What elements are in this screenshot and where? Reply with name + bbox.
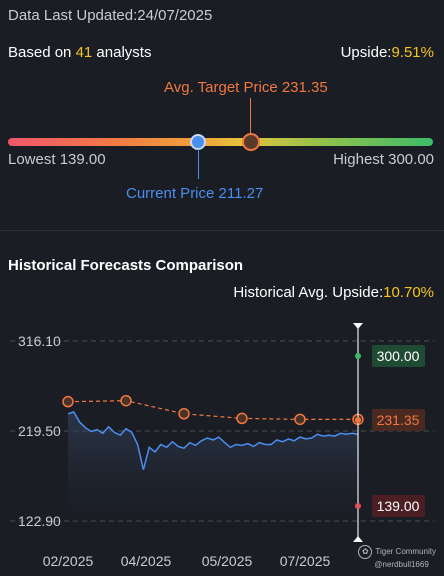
- target-marker-dot: [355, 416, 361, 423]
- y-tick-label: 122.90: [18, 513, 61, 529]
- high-marker-label: 300.00: [377, 348, 420, 364]
- cursor-top-arrow: [353, 323, 363, 329]
- line-layer: [67, 410, 359, 470]
- upside-value: 9.51%: [391, 44, 434, 61]
- watermark-brand: Tiger Community: [375, 547, 436, 557]
- target-point: [178, 408, 190, 420]
- updated-date: 24/07/2025: [137, 7, 213, 24]
- x-tick-label: 02/2025: [43, 553, 94, 569]
- x-tick-label: 07/2025: [280, 553, 331, 569]
- area-layer: [68, 411, 358, 521]
- price-area: [68, 411, 358, 521]
- watermark: ✿ Tiger Community @nerdbull1669: [358, 545, 436, 570]
- based-on-suffix: analysts: [92, 44, 152, 61]
- current-price-marker[interactable]: [190, 134, 206, 150]
- historical-upside-label: Historical Avg. Upside:: [233, 284, 384, 301]
- target-price-marker[interactable]: [242, 133, 260, 151]
- watermark-handle: @nerdbull1669: [374, 560, 429, 569]
- tiger-logo-icon: ✿: [358, 545, 373, 559]
- low-marker-dot: [355, 503, 361, 509]
- y-tick-label: 219.50: [18, 423, 61, 439]
- x-tick-label: 04/2025: [121, 553, 172, 569]
- based-on-prefix: Based on: [8, 44, 76, 61]
- analyst-count-line: Based on 41 analysts: [8, 44, 151, 61]
- target-marker-box: [372, 408, 425, 431]
- target-layer: [62, 394, 364, 426]
- upside-line: Upside:9.51%: [341, 44, 434, 61]
- x-tick-label: 05/2025: [202, 553, 253, 569]
- y-tick-label: 316.10: [18, 333, 61, 349]
- current-pointer-line: [198, 149, 199, 179]
- section-divider: [0, 230, 444, 231]
- axis-layer: 316.10 219.50 122.90 02/2025 04/2025 05/2025 0…: [18, 333, 331, 569]
- current-price-label: Current Price 211.27: [126, 185, 264, 202]
- highest-price-label: Highest 300.00: [333, 151, 434, 168]
- target-point: [120, 394, 132, 407]
- data-last-updated: Data Last Updated:24/07/2025: [8, 7, 212, 24]
- low-marker-box: [372, 495, 425, 517]
- updated-prefix: Data Last Updated:: [8, 7, 138, 24]
- marker-layer: 300.00 231.35 139.00: [353, 323, 425, 542]
- high-marker-dot: [355, 353, 361, 359]
- target-point: [62, 395, 74, 408]
- price-range-bar: [8, 138, 433, 146]
- historical-upside-value: 10.70%: [383, 284, 434, 301]
- upside-label: Upside:: [340, 44, 392, 61]
- target-point: [294, 413, 306, 426]
- target-marker-label: 231.35: [377, 412, 420, 428]
- low-marker-label: 139.00: [377, 498, 420, 514]
- historical-forecast-chart[interactable]: 316.10 219.50 122.90 02/2025 04/2025 05/2025 0…: [0, 318, 444, 576]
- historical-forecasts-title: Historical Forecasts Comparison: [8, 257, 244, 274]
- lowest-price-label: Lowest 139.00: [8, 151, 106, 168]
- target-line: [67, 400, 358, 420]
- price-line: [67, 410, 359, 470]
- target-point: [236, 412, 248, 425]
- analyst-count: 41: [75, 44, 93, 61]
- target-pointer-line: [250, 98, 251, 134]
- avg-target-price-label: Avg. Target Price 231.35: [164, 79, 328, 96]
- high-marker-box: [372, 345, 425, 367]
- historical-avg-upside: Historical Avg. Upside:10.70%: [233, 284, 434, 301]
- cursor-bottom-arrow: [353, 536, 363, 542]
